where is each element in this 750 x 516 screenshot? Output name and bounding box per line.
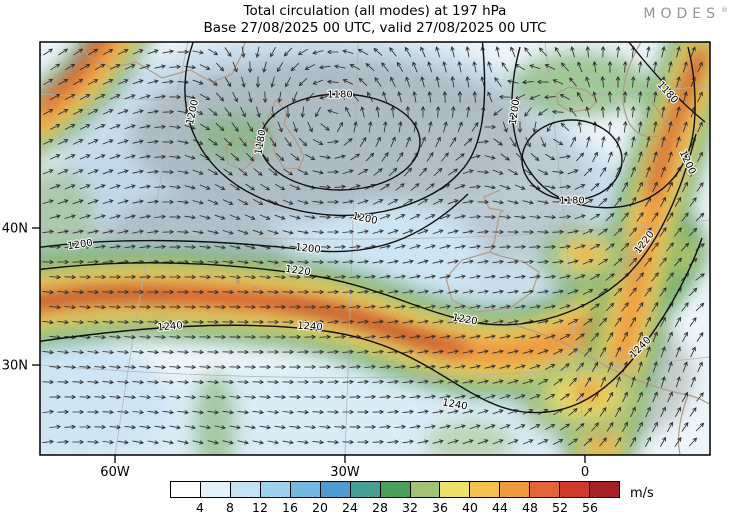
colorbar-unit: m/s: [630, 486, 654, 501]
colorbar-segment: [260, 482, 291, 497]
coast-africa: [501, 321, 710, 455]
coast-iceland: [555, 86, 598, 113]
lon-tick-label: 0: [581, 465, 589, 480]
colorbar-tick-label: 24: [342, 500, 358, 515]
contour-label: 1200: [508, 99, 522, 126]
contour-label: 1240: [157, 320, 183, 333]
lon-tick-label: 30W: [330, 465, 360, 480]
island-dot: [269, 291, 275, 297]
wind-speed-shading: [40, 42, 710, 455]
header: Total circulation (all modes) at 197 hPa…: [0, 3, 750, 36]
modes-logo-text: MODES: [643, 6, 720, 22]
colorbar-tick-label: 44: [492, 500, 508, 515]
colorbar-segment: [200, 482, 231, 497]
contour-label: 1240: [297, 321, 323, 334]
colorbar-segment: [530, 482, 561, 497]
colorbar-tick-label: 12: [252, 500, 268, 515]
colorbar-tick-label: 52: [552, 500, 568, 515]
registered-mark: ®: [721, 6, 728, 14]
island-dot: [252, 285, 258, 291]
colorbar-tick-label: 8: [226, 500, 234, 515]
map-frame: [39, 41, 711, 456]
page-subtitle: Base 27/08/2025 00 UTC, valid 27/08/2025…: [203, 19, 547, 36]
lat-tick-label: 30N: [2, 359, 28, 374]
colorbar-tick-label: 56: [582, 500, 598, 515]
colorbar-segment: [440, 482, 471, 497]
colorbar-labels: 4 8 12 16 20 24 28 32 36 40 44 48 52 56: [170, 500, 620, 516]
colorbar-segment: [350, 482, 381, 497]
wind-arrows: [42, 45, 705, 448]
colorbar-tick-label: 16: [282, 500, 298, 515]
coastlines: [77, 42, 710, 455]
colorbar-tick-label: 20: [312, 500, 328, 515]
colorbar-tick-label: 40: [462, 500, 478, 515]
coast-britain: [264, 98, 305, 170]
weather-map: 1180 1180 1180 1180 1200 1200 1200 1200 1200 1200…: [2, 41, 711, 480]
coast-norway: [622, 42, 683, 138]
coast-ireland: [225, 136, 256, 171]
colorbar-segment: [230, 482, 261, 497]
contour-label: 1200: [67, 238, 94, 252]
colorbar-segment: [380, 482, 411, 497]
colorbar-tick-label: 28: [372, 500, 388, 515]
colorbar-segment: [500, 482, 531, 497]
island-dot: [235, 279, 241, 285]
contour-label: 1180: [327, 90, 352, 101]
colorbar-segment: [470, 482, 501, 497]
contour-label: 1220: [284, 264, 311, 278]
colorbar-segment: [320, 482, 351, 497]
contour-label: 1240: [441, 397, 468, 412]
coast-greenland: [77, 42, 246, 83]
lon-tick-label: 60W: [100, 465, 130, 480]
page-title: Total circulation (all modes) at 197 hPa: [243, 3, 507, 19]
modes-logo: MODES®: [643, 6, 728, 22]
colorbar-segment: [560, 482, 591, 497]
contour-lines: [40, 42, 706, 414]
colorbar-segment: [590, 482, 620, 497]
colorbar-tick-label: 48: [522, 500, 538, 515]
lat-tick-label: 40N: [2, 222, 28, 237]
colorbar-tick-label: 4: [196, 500, 204, 515]
colorbar-tick-label: 36: [432, 500, 448, 515]
colorbar: [170, 481, 620, 498]
colorbar-tick-label: 32: [402, 500, 418, 515]
contour-label: 1200: [295, 242, 321, 256]
colorbar-segment: [171, 482, 201, 497]
wind-arrow-field: [42, 45, 705, 448]
colorbar-segment: [410, 482, 441, 497]
axis-ticks: 40N 30N 60W 30W 0: [2, 222, 589, 481]
contour-label: 1180: [559, 196, 584, 207]
colorbar-segment: [290, 482, 321, 497]
